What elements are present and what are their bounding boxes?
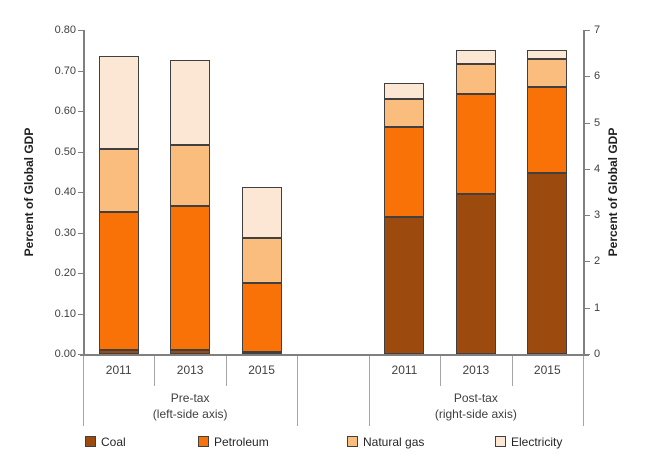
segment-natural-gas bbox=[384, 99, 425, 127]
x-category-label: 2013 bbox=[462, 363, 490, 377]
segment-electricity bbox=[455, 50, 496, 64]
group-separator bbox=[297, 356, 299, 426]
left-axis-tick-label: 0.70 bbox=[54, 64, 76, 77]
right-axis-tick-label: 4 bbox=[594, 162, 601, 175]
group-separator bbox=[583, 356, 584, 426]
left-axis-tick-label: 0.10 bbox=[54, 307, 76, 320]
right-axis-tick-label: 6 bbox=[594, 70, 601, 83]
x-group-label-pre-tax: Pre-tax (left-side axis) bbox=[83, 390, 297, 422]
group-separator bbox=[368, 356, 370, 426]
left-axis-tick bbox=[78, 232, 83, 234]
bar-pre-tax-2013 bbox=[170, 60, 211, 354]
left-axis-tick-label: 0.20 bbox=[54, 267, 76, 279]
left-axis-tick bbox=[78, 273, 83, 274]
y-axis-line-right bbox=[583, 30, 585, 355]
left-axis-tick bbox=[78, 111, 83, 112]
segment-coal bbox=[98, 350, 139, 354]
x-category-label: 2015 bbox=[248, 363, 275, 377]
left-axis-tick bbox=[78, 192, 83, 193]
right-axis-tick-label: 2 bbox=[594, 255, 601, 268]
right-axis-tick bbox=[585, 354, 590, 355]
year-separator bbox=[154, 356, 156, 386]
segment-petroleum bbox=[384, 127, 425, 217]
right-axis-tick bbox=[585, 122, 590, 124]
group-name: Post-tax bbox=[453, 391, 498, 405]
segment-natural-gas bbox=[455, 64, 496, 94]
left-axis-tick bbox=[78, 70, 83, 72]
left-axis-tick bbox=[78, 151, 83, 153]
group-axis-note: (right-side axis) bbox=[434, 407, 517, 421]
x-category-label: 2011 bbox=[391, 363, 418, 377]
legend-label: Coal bbox=[101, 435, 126, 449]
bar-post-tax-2015 bbox=[527, 50, 568, 354]
left-axis-tick bbox=[78, 30, 83, 31]
right-axis-tick-label: 3 bbox=[594, 209, 601, 222]
right-axis-tick bbox=[585, 168, 590, 170]
left-axis-tick bbox=[78, 354, 83, 355]
legend-label: Natural gas bbox=[363, 435, 425, 449]
year-separator bbox=[511, 356, 513, 386]
group-axis-note: (left-side axis) bbox=[152, 407, 228, 421]
segment-coal bbox=[527, 173, 568, 354]
segment-petroleum bbox=[170, 206, 211, 350]
segment-coal bbox=[241, 352, 282, 354]
right-axis-tick bbox=[585, 76, 590, 78]
x-group-label-post-tax: Post-tax (right-side axis) bbox=[369, 390, 583, 422]
legend-swatch-icon bbox=[85, 436, 96, 447]
right-axis-tick-label: 0 bbox=[594, 348, 601, 360]
legend-swatch-icon bbox=[198, 436, 209, 447]
x-category-label: 2013 bbox=[176, 363, 204, 377]
left-axis-tick bbox=[78, 313, 83, 315]
legend-swatch-icon bbox=[347, 436, 358, 447]
segment-electricity bbox=[241, 187, 282, 238]
right-axis-tick bbox=[585, 307, 590, 309]
segment-coal bbox=[384, 217, 425, 354]
right-axis-tick-label: 7 bbox=[594, 24, 601, 36]
segment-petroleum bbox=[98, 212, 139, 350]
group-separator bbox=[83, 356, 84, 426]
right-axis-tick bbox=[585, 261, 590, 263]
segment-petroleum bbox=[455, 94, 496, 194]
segment-electricity bbox=[170, 60, 211, 145]
left-axis-tick-label: 0.80 bbox=[54, 24, 76, 36]
segment-electricity bbox=[384, 83, 425, 99]
left-axis-tick-label: 0.00 bbox=[54, 348, 76, 360]
x-category-label: 2011 bbox=[105, 363, 132, 377]
year-separator bbox=[440, 356, 442, 386]
segment-natural-gas bbox=[527, 59, 568, 87]
segment-natural-gas bbox=[170, 145, 211, 206]
right-axis-tick bbox=[585, 215, 590, 217]
year-separator bbox=[225, 356, 227, 386]
legend-label: Petroleum bbox=[214, 435, 269, 449]
right-axis-tick-label: 1 bbox=[594, 301, 601, 314]
segment-electricity bbox=[98, 56, 139, 149]
group-name: Pre-tax bbox=[170, 391, 210, 405]
y-axis-line-left bbox=[83, 30, 85, 355]
left-axis-tick-label: 0.30 bbox=[54, 226, 76, 239]
right-axis-tick bbox=[585, 30, 590, 31]
bar-pre-tax-2015 bbox=[241, 187, 282, 354]
segment-natural-gas bbox=[241, 238, 282, 283]
right-axis-tick-label: 5 bbox=[594, 116, 601, 129]
bar-post-tax-2011 bbox=[384, 83, 425, 354]
segment-coal bbox=[455, 194, 496, 354]
x-category-label: 2015 bbox=[533, 363, 561, 377]
left-axis-tick-label: 0.40 bbox=[54, 186, 76, 198]
bar-pre-tax-2011 bbox=[98, 56, 139, 354]
segment-natural-gas bbox=[98, 149, 139, 212]
left-axis-tick-label: 0.50 bbox=[54, 145, 76, 158]
segment-petroleum bbox=[527, 87, 568, 173]
x-axis-line bbox=[80, 354, 589, 356]
segment-coal bbox=[170, 350, 211, 354]
left-axis-tick-label: 0.60 bbox=[54, 105, 76, 117]
segment-electricity bbox=[527, 50, 568, 59]
segment-petroleum bbox=[241, 283, 282, 352]
legend-label: Electricity bbox=[511, 435, 563, 449]
legend-swatch-icon bbox=[495, 436, 506, 447]
bar-post-tax-2013 bbox=[455, 50, 496, 354]
